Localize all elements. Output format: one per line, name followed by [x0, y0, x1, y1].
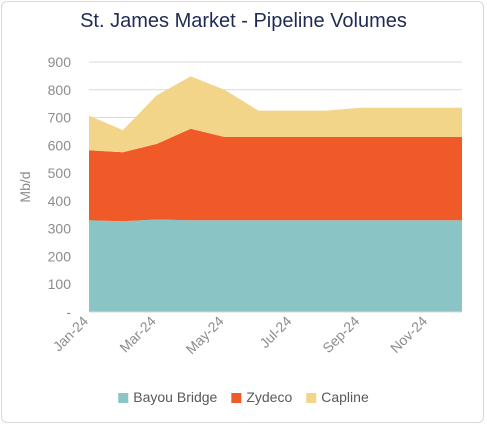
- x-tick-label: Nov-24: [387, 313, 430, 356]
- y-tick-label: 800: [48, 82, 72, 98]
- x-tick-label: Sep-24: [319, 313, 362, 356]
- y-tick-label: 900: [48, 54, 72, 70]
- area-zydeco: [89, 128, 462, 222]
- legend: Bayou Bridge Zydeco Capline: [118, 389, 369, 405]
- y-tick-label: 300: [48, 221, 72, 237]
- y-tick-label: 400: [48, 193, 72, 209]
- y-tick-label: 200: [48, 248, 72, 264]
- y-tick-label: -: [66, 304, 71, 320]
- area-bayou-bridge: [89, 219, 462, 312]
- y-axis-label: Mb/d: [17, 171, 33, 202]
- x-tick-label: Mar-24: [116, 313, 159, 356]
- chart-title: St. James Market - Pipeline Volumes: [80, 10, 407, 32]
- legend-swatch-bayou-bridge: [118, 393, 129, 403]
- legend-swatch-zydeco: [231, 393, 242, 403]
- y-tick-label: 600: [48, 137, 72, 153]
- x-tick-label: Jul-24: [256, 313, 294, 351]
- area-capline: [89, 76, 462, 153]
- legend-swatch-capline: [306, 393, 317, 403]
- legend-label-capline: Capline: [321, 389, 369, 405]
- legend-label-bayou-bridge: Bayou Bridge: [133, 389, 217, 405]
- x-tick-label: May-24: [182, 313, 226, 357]
- y-tick-label: 500: [48, 165, 72, 181]
- legend-label-zydeco: Zydeco: [246, 389, 292, 405]
- y-tick-label: 700: [48, 110, 72, 126]
- series-areas: [89, 76, 462, 312]
- y-tick-label: 100: [48, 276, 72, 292]
